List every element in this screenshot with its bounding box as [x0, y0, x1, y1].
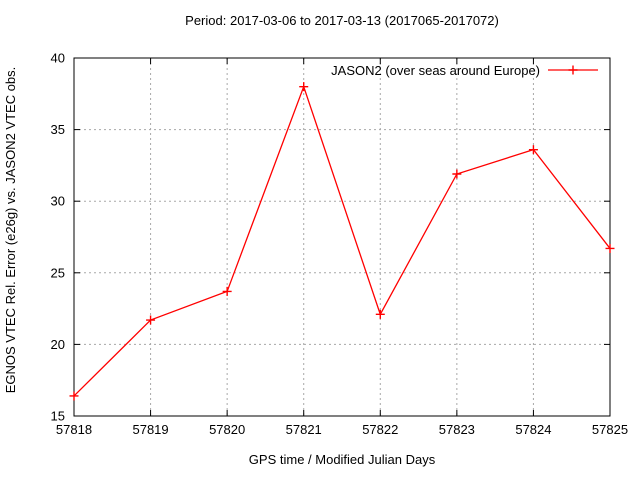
- data-point-marker: [452, 169, 462, 179]
- data-point-marker: [222, 286, 232, 296]
- data-point-marker: [375, 309, 385, 319]
- x-axis-title: GPS time / Modified Julian Days: [248, 452, 436, 467]
- y-tick-label: 40: [51, 51, 65, 66]
- data-point-marker: [528, 145, 538, 155]
- x-tick-label: 57819: [132, 422, 168, 437]
- series-line: [73, 84, 611, 397]
- x-tick-label: 57820: [209, 422, 245, 437]
- x-tick-label: 57822: [362, 422, 398, 437]
- y-tick-label: 35: [51, 122, 65, 137]
- data-point-marker: [146, 315, 156, 325]
- x-tick-label: 57824: [515, 422, 551, 437]
- data-point-marker: [69, 391, 79, 401]
- data-point-marker: [299, 82, 309, 92]
- legend-sample-marker: [568, 65, 578, 75]
- x-tick-label: 57818: [56, 422, 92, 437]
- y-tick-label: 20: [51, 337, 65, 352]
- y-tick-label: 15: [51, 409, 65, 424]
- plot-frame: [73, 57, 611, 417]
- y-tick-label: 30: [51, 194, 65, 209]
- x-tick-label: 57821: [286, 422, 322, 437]
- y-tick-label: 25: [51, 265, 65, 280]
- x-tick-label: 57823: [439, 422, 475, 437]
- data-point-marker: [605, 243, 615, 253]
- x-tick-label: 57825: [592, 422, 628, 437]
- legend-label: JASON2 (over seas around Europe): [331, 63, 540, 78]
- chart-title: Period: 2017-03-06 to 2017-03-13 (201706…: [185, 13, 499, 28]
